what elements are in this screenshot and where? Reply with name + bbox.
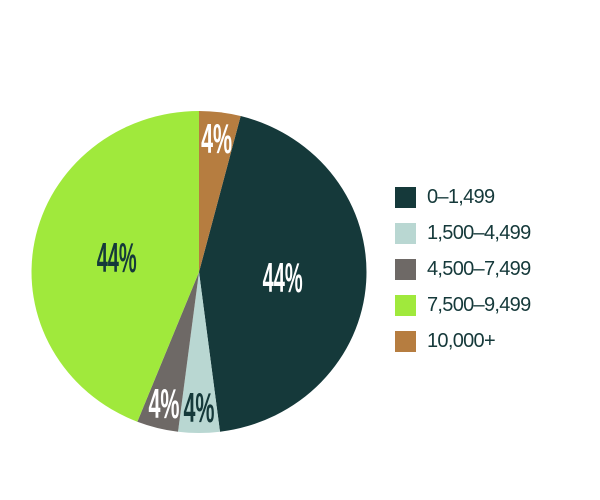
pie-slice-percentage-4: 44% (97, 234, 137, 281)
pie-slice-4 (31, 111, 200, 422)
legend-label-3: 4,500–7,499 (427, 258, 531, 280)
legend-item-5: 10,000+ (395, 331, 531, 352)
legend-swatch-2 (395, 223, 416, 244)
pie-slice-percentage-3: 4% (149, 380, 180, 427)
pie-slice-percentage-5: 4% (201, 115, 232, 162)
pie-slice-2 (178, 272, 220, 433)
legend-label-2: 1,500–4,499 (427, 222, 531, 244)
legend-label-4: 7,500–9,499 (427, 294, 531, 316)
pie-slice-5 (199, 111, 241, 272)
legend-swatch-1 (395, 187, 416, 208)
pie-slice-percentage-2: 4% (184, 384, 215, 431)
legend-swatch-5 (395, 331, 416, 352)
legend-item-3: 4,500–7,499 (395, 259, 531, 280)
pie-slice-percentage-1: 44% (263, 254, 303, 301)
legend-swatch-3 (395, 259, 416, 280)
chart-legend: 0–1,499 1,500–4,499 4,500–7,499 7,500–9,499… (395, 187, 531, 367)
legend-label-1: 0–1,499 (427, 186, 495, 208)
legend-item-1: 0–1,499 (395, 187, 531, 208)
legend-item-4: 7,500–9,499 (395, 295, 531, 316)
legend-label-5: 10,000+ (427, 330, 496, 352)
pie-slice-1 (199, 116, 367, 432)
legend-item-2: 1,500–4,499 (395, 223, 531, 244)
pie-slice-3 (137, 272, 199, 432)
legend-swatch-4 (395, 295, 416, 316)
